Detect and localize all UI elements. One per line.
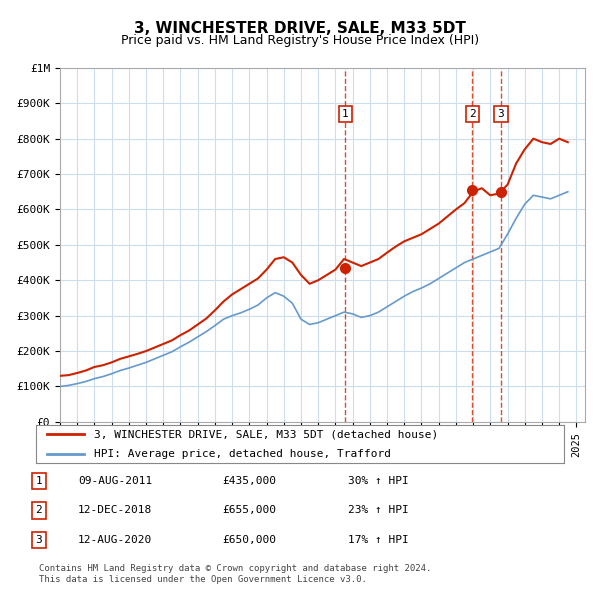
Text: 1: 1 xyxy=(35,476,43,486)
Text: 3, WINCHESTER DRIVE, SALE, M33 5DT (detached house): 3, WINCHESTER DRIVE, SALE, M33 5DT (deta… xyxy=(94,430,439,440)
Text: 30% ↑ HPI: 30% ↑ HPI xyxy=(348,476,409,486)
Text: 12-AUG-2020: 12-AUG-2020 xyxy=(78,535,152,545)
Text: 09-AUG-2011: 09-AUG-2011 xyxy=(78,476,152,486)
Text: £655,000: £655,000 xyxy=(222,506,276,515)
Text: 12-DEC-2018: 12-DEC-2018 xyxy=(78,506,152,515)
Text: £650,000: £650,000 xyxy=(222,535,276,545)
Text: 3, WINCHESTER DRIVE, SALE, M33 5DT: 3, WINCHESTER DRIVE, SALE, M33 5DT xyxy=(134,21,466,35)
Text: 2: 2 xyxy=(469,109,476,119)
Text: £435,000: £435,000 xyxy=(222,476,276,486)
Text: HPI: Average price, detached house, Trafford: HPI: Average price, detached house, Traf… xyxy=(94,448,391,458)
Text: 1: 1 xyxy=(342,109,349,119)
Text: Price paid vs. HM Land Registry's House Price Index (HPI): Price paid vs. HM Land Registry's House … xyxy=(121,34,479,47)
Text: 23% ↑ HPI: 23% ↑ HPI xyxy=(348,506,409,515)
Text: 3: 3 xyxy=(498,109,505,119)
Text: Contains HM Land Registry data © Crown copyright and database right 2024.: Contains HM Land Registry data © Crown c… xyxy=(39,565,431,573)
Text: 3: 3 xyxy=(35,535,43,545)
Text: 2: 2 xyxy=(35,506,43,515)
Text: This data is licensed under the Open Government Licence v3.0.: This data is licensed under the Open Gov… xyxy=(39,575,367,584)
Text: 17% ↑ HPI: 17% ↑ HPI xyxy=(348,535,409,545)
